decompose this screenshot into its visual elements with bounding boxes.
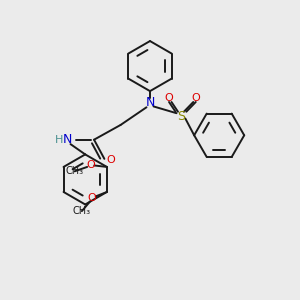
Text: S: S (177, 110, 185, 123)
Text: O: O (86, 160, 95, 170)
Text: CH₃: CH₃ (65, 166, 84, 176)
Text: N: N (145, 96, 155, 110)
Text: O: O (106, 155, 115, 165)
Text: N: N (63, 133, 72, 146)
Text: O: O (88, 193, 97, 203)
Text: O: O (165, 94, 173, 103)
Text: O: O (191, 94, 200, 103)
Text: H: H (55, 135, 63, 145)
Text: CH₃: CH₃ (73, 206, 91, 216)
